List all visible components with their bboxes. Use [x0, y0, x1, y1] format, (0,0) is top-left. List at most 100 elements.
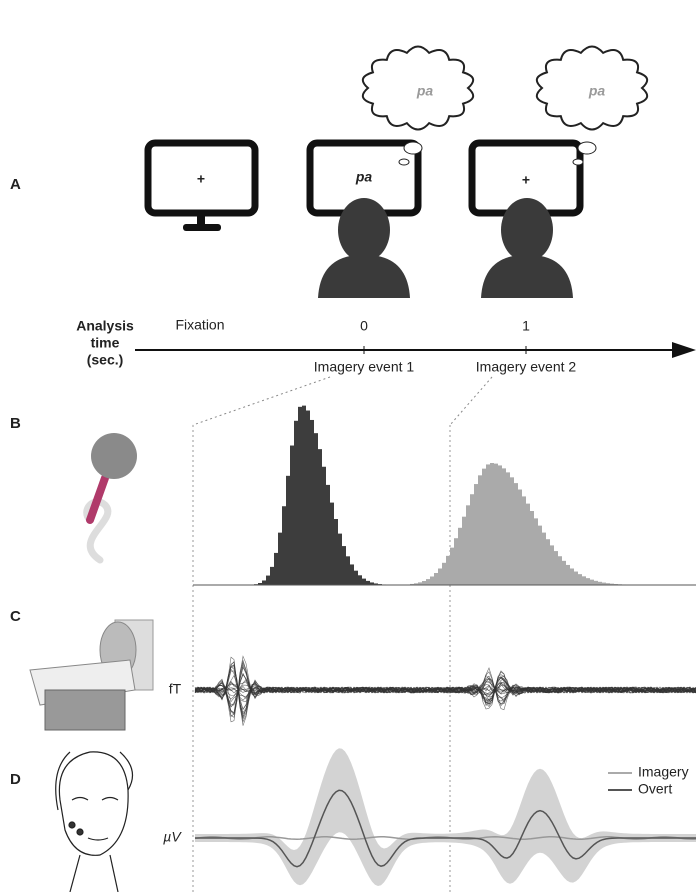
timeline-title: Analysis [76, 318, 134, 334]
histogram-bar [342, 546, 346, 585]
histogram-bar [422, 581, 426, 585]
histogram-bar [482, 469, 486, 585]
shoulders [318, 256, 410, 298]
histogram-bar [502, 468, 506, 585]
histogram-bar [438, 568, 442, 585]
histogram-bar [562, 561, 566, 585]
mouth [88, 838, 108, 840]
bed-base [45, 690, 125, 730]
histogram-bar [318, 449, 322, 585]
histogram-bar [578, 574, 582, 585]
histogram-bar [350, 564, 354, 585]
histogram-bar [322, 467, 326, 585]
histogram-bar [262, 580, 266, 585]
legend-label: Overt [638, 781, 672, 797]
guide-line [450, 377, 492, 425]
head [338, 198, 390, 262]
thought-text: pa [416, 83, 434, 99]
figure: A B C D + pa + pa pa Analysis time (sec.… [0, 0, 696, 892]
hair [56, 752, 133, 810]
eyes [72, 798, 118, 801]
legend-label: Imagery [638, 764, 689, 780]
histogram-bar [542, 533, 546, 585]
confidence-band [195, 748, 696, 886]
thought-dot [399, 159, 409, 165]
histogram-bar [554, 551, 558, 585]
overt-line [195, 790, 696, 866]
histogram-bar [462, 517, 466, 585]
histogram-bar [354, 571, 358, 585]
timeline-tick: 1 [522, 318, 530, 334]
histogram-bar [326, 485, 330, 585]
electrode [77, 829, 83, 835]
histogram-bar [274, 553, 278, 585]
timeline-tick: 0 [360, 318, 368, 334]
histogram-bar [490, 463, 494, 585]
histogram-bar [454, 538, 458, 585]
histogram-bar [566, 565, 570, 585]
handle [90, 478, 105, 520]
histogram-bar [286, 476, 290, 585]
histogram-bar [358, 575, 362, 585]
event-label: Imagery event 2 [476, 359, 577, 375]
microphone-icon [87, 433, 137, 560]
neck [70, 855, 118, 892]
histogram-bar [494, 464, 498, 585]
histogram-bar [266, 576, 270, 585]
histogram-bar [294, 421, 298, 585]
histogram-bar [310, 420, 314, 585]
histogram-bar [278, 533, 282, 585]
panel-label: A [10, 176, 21, 193]
histogram-bar [486, 464, 490, 585]
face-icon [56, 752, 133, 892]
histogram-bar [474, 484, 478, 585]
histogram-bar [534, 518, 538, 585]
thought-dot [578, 142, 596, 154]
arrow-head [672, 342, 696, 358]
panel-label: C [10, 608, 21, 625]
histogram-bar [538, 526, 542, 585]
histogram-bar [290, 446, 294, 585]
histogram-bar [346, 556, 350, 585]
mic-head [91, 433, 137, 479]
timeline-title: time [91, 335, 120, 351]
histogram-bar [430, 576, 434, 585]
histogram-bar [302, 406, 306, 585]
histogram-bar [574, 572, 578, 585]
histogram-bar [522, 496, 526, 585]
panel-label: B [10, 415, 21, 432]
unit-label: fT [169, 681, 182, 697]
screen-text: pa [355, 169, 373, 185]
histogram-bar [338, 534, 342, 585]
histogram-bar [470, 494, 474, 585]
timeline-title: (sec.) [87, 352, 124, 368]
histogram-bar [458, 528, 462, 585]
base [183, 224, 221, 231]
screen-text: + [522, 172, 530, 188]
histogram-bar [362, 579, 366, 585]
histogram-bar [582, 576, 586, 585]
shoulders [481, 256, 573, 298]
histogram-bar [594, 581, 598, 585]
histogram-bar [282, 506, 286, 585]
histogram-bar [570, 568, 574, 585]
monitor [148, 143, 255, 231]
timeline-label: Fixation [175, 317, 224, 333]
histogram-bar [518, 490, 522, 585]
histogram-bar [446, 556, 450, 585]
histogram-bar [510, 477, 514, 585]
unit-label: µV [163, 829, 182, 845]
histogram-bar [306, 411, 310, 585]
histogram-bar [530, 511, 534, 585]
histogram-bar [314, 433, 318, 585]
head [501, 198, 553, 262]
scanner-icon [30, 620, 153, 730]
thought-text: pa [588, 83, 606, 99]
electrode [69, 822, 75, 828]
thought-dot [573, 159, 583, 165]
histogram-bar [334, 519, 338, 585]
thought-dot [404, 142, 422, 154]
histogram-bar [558, 556, 562, 585]
event-label: Imagery event 1 [314, 359, 415, 375]
panel-label: D [10, 771, 21, 788]
